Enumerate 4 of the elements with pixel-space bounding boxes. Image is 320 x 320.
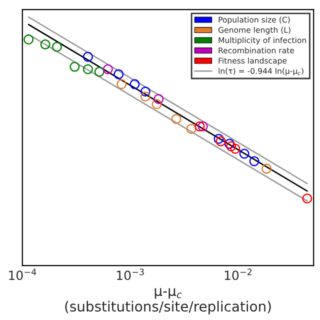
x-tick-label: 10$^{−4}$ bbox=[9, 268, 36, 280]
x-tick-label: 10$^{−3}$ bbox=[116, 268, 144, 280]
x-axis-title: μ-μ$_{c}$ (substitutions/site/replication) bbox=[65, 288, 271, 314]
x-tick-label: 10$^{−2}$ bbox=[224, 268, 252, 280]
